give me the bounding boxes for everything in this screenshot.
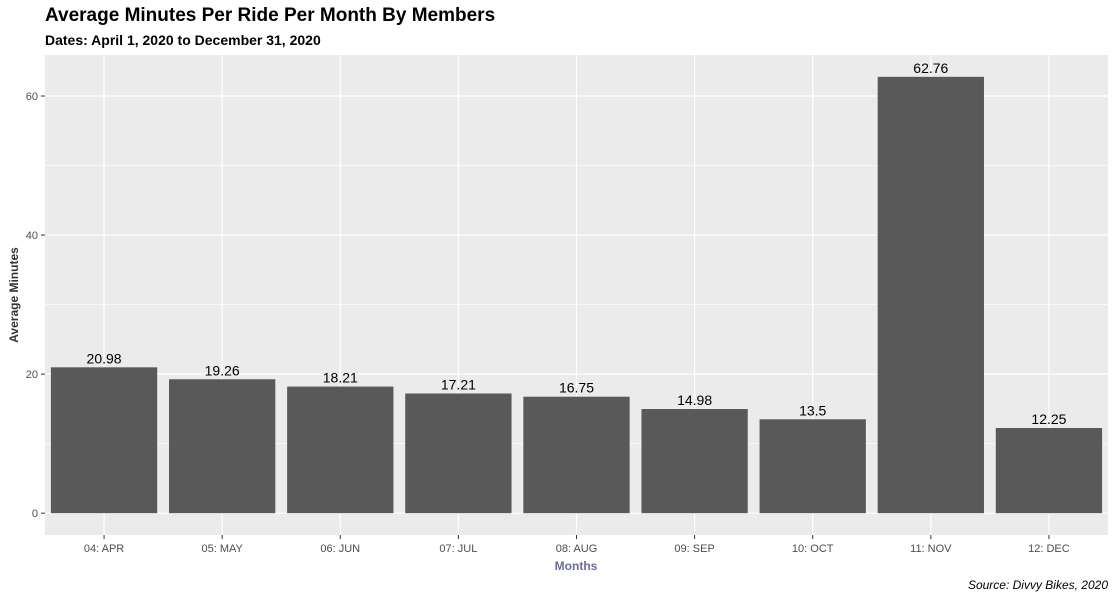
bar-2 xyxy=(287,386,394,514)
x-tick-label: 11: NOV xyxy=(910,543,952,555)
bar-0 xyxy=(50,367,158,514)
bar-value-label: 13.5 xyxy=(799,402,826,418)
bar-1 xyxy=(169,379,276,514)
bar-value-label: 20.98 xyxy=(87,350,122,366)
bar-8 xyxy=(995,428,1103,514)
bar-5 xyxy=(641,409,748,514)
y-tick-label: 40 xyxy=(26,230,38,242)
x-tick-label: 05: MAY xyxy=(201,543,243,555)
bar-6 xyxy=(759,419,866,514)
bar-value-label: 12.25 xyxy=(1031,411,1066,427)
y-tick-label: 0 xyxy=(32,508,38,520)
chart-subtitle: Dates: April 1, 2020 to December 31, 202… xyxy=(45,32,321,48)
bar-3 xyxy=(405,393,512,514)
y-tick-label: 60 xyxy=(26,91,38,103)
x-axis-title: Months xyxy=(555,559,598,573)
bar-value-label: 16.75 xyxy=(559,380,594,396)
x-tick-label: 10: OCT xyxy=(792,543,834,555)
x-tick-label: 09: SEP xyxy=(674,543,714,555)
x-tick-label: 07: JUL xyxy=(439,543,477,555)
y-axis-title: Average Minutes xyxy=(7,247,21,343)
x-tick-label: 12: DEC xyxy=(1028,543,1070,555)
x-tick-label: 06: JUN xyxy=(320,543,360,555)
chart-caption: Source: Divvy Bikes, 2020 xyxy=(967,578,1108,592)
x-tick-label: 04: APR xyxy=(84,543,124,555)
bar-7 xyxy=(877,76,984,514)
bar-value-label: 14.98 xyxy=(677,392,712,408)
y-tick-label: 20 xyxy=(26,369,38,381)
chart-title: Average Minutes Per Ride Per Month By Me… xyxy=(45,5,496,26)
x-axis: 04: APR 05: MAY 06: JUN 07: JUL 08: AUG 09: S… xyxy=(84,535,1070,555)
bar-value-label: 19.26 xyxy=(205,362,240,378)
value-label-layer: 20.98 19.26 18.21 17.21 16.75 14.98 13.5 62.76 1… xyxy=(87,60,1067,427)
x-tick-label: 08: AUG xyxy=(556,543,598,555)
bar-layer xyxy=(50,76,1103,514)
bar-value-label: 62.76 xyxy=(913,60,948,76)
bar-value-label: 17.21 xyxy=(441,377,476,393)
bar-4 xyxy=(523,396,630,514)
y-axis: 0 20 40 60 xyxy=(26,91,45,520)
bar-value-label: 18.21 xyxy=(323,370,358,386)
